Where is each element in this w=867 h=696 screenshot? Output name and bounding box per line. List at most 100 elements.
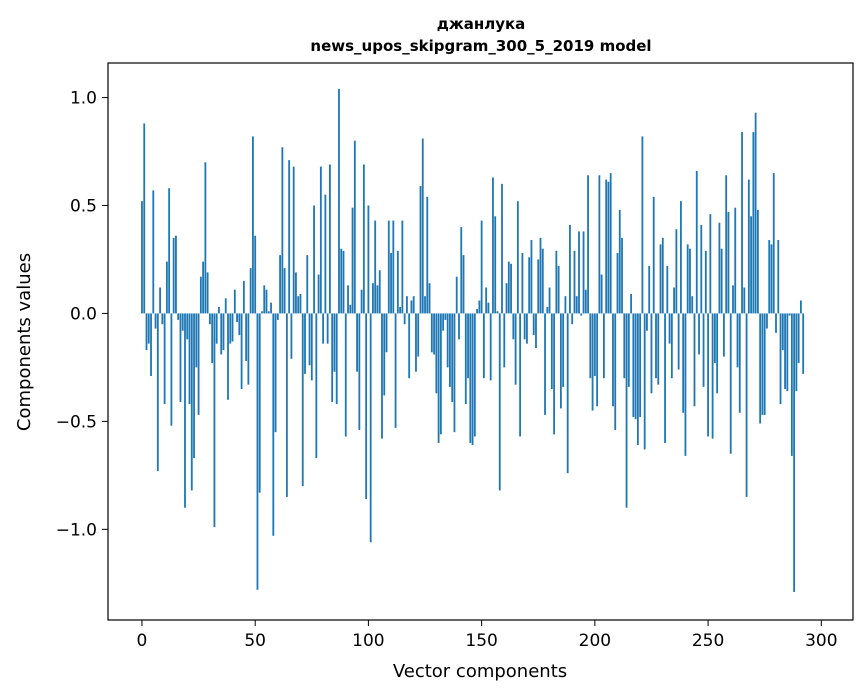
bar-129 — [433, 313, 435, 355]
bar-225 — [650, 313, 653, 394]
bars-group — [141, 88, 805, 592]
bar-199 — [591, 313, 594, 411]
bar-159 — [501, 183, 503, 314]
bar-275 — [763, 313, 766, 415]
bar-87 — [338, 88, 340, 314]
bar-233 — [668, 313, 671, 344]
bar-89 — [342, 250, 345, 314]
bar-161 — [505, 283, 508, 314]
bar-289 — [795, 313, 798, 392]
bar-8 — [159, 287, 161, 314]
bar-50 — [254, 235, 257, 314]
bar-104 — [376, 285, 379, 314]
bar-114 — [399, 306, 402, 314]
bar-251 — [709, 214, 712, 314]
bar-33 — [215, 313, 218, 344]
bar-147 — [473, 313, 476, 437]
bar-34 — [218, 306, 220, 314]
bar-232 — [666, 265, 669, 314]
bar-235 — [673, 287, 676, 314]
y-axis-ticks: −1.0 −0.5 0.0 0.5 1.0 — [56, 89, 108, 540]
bar-151 — [482, 313, 485, 379]
bar-38 — [227, 313, 229, 400]
y-tick-label-1: −0.5 — [56, 412, 97, 432]
bar-73 — [306, 255, 309, 314]
bar-286 — [788, 313, 791, 316]
bar-102 — [372, 283, 374, 314]
bar-201 — [596, 313, 599, 407]
bar-90 — [344, 313, 347, 437]
bar-36 — [222, 313, 225, 351]
bar-174 — [535, 313, 537, 348]
bar-31 — [211, 313, 214, 364]
bar-185 — [559, 313, 562, 409]
bar-148 — [476, 309, 479, 314]
bar-180 — [548, 287, 551, 314]
bar-193 — [578, 231, 580, 314]
bar-109 — [387, 220, 390, 314]
bar-52 — [258, 313, 261, 493]
bar-76 — [313, 205, 315, 314]
bar-283 — [781, 313, 784, 351]
bar-133 — [442, 313, 445, 331]
bar-211 — [618, 209, 621, 314]
bar-143 — [464, 313, 467, 405]
bar-82 — [326, 313, 329, 344]
bar-195 — [582, 231, 585, 314]
bar-123 — [419, 186, 422, 314]
bar-223 — [646, 313, 648, 331]
bar-43 — [238, 313, 241, 336]
bar-250 — [707, 313, 709, 437]
bar-41 — [233, 289, 236, 314]
bar-57 — [270, 302, 272, 314]
bar-175 — [537, 259, 540, 314]
bar-15 — [175, 235, 177, 314]
bar-86 — [335, 313, 338, 405]
bar-255 — [718, 222, 721, 314]
bar-29 — [206, 272, 209, 314]
bar-271 — [754, 112, 757, 314]
bar-158 — [498, 313, 501, 491]
bar-98 — [362, 164, 365, 314]
bar-121 — [415, 313, 417, 372]
bar-217 — [632, 313, 635, 418]
bar-56 — [267, 311, 270, 314]
bar-165 — [514, 313, 517, 385]
bar-111 — [392, 220, 395, 314]
y-tick-label-0: −1.0 — [56, 520, 97, 540]
bar-84 — [331, 313, 334, 402]
bar-11 — [165, 261, 168, 314]
bar-25 — [197, 313, 200, 415]
chart-title: джанлука — [437, 15, 526, 33]
bar-176 — [539, 237, 542, 314]
bar-107 — [383, 313, 386, 396]
bar-78 — [317, 274, 320, 314]
bar-1 — [143, 123, 146, 314]
bar-262 — [734, 207, 737, 314]
bar-292 — [802, 313, 805, 374]
bar-117 — [406, 296, 408, 314]
bar-280 — [775, 313, 777, 333]
bar-188 — [566, 313, 569, 474]
bar-70 — [299, 294, 302, 314]
bar-274 — [761, 313, 764, 415]
bar-14 — [172, 237, 175, 314]
bar-49 — [252, 136, 254, 314]
bar-94 — [353, 140, 356, 314]
bar-141 — [460, 227, 463, 314]
bar-209 — [614, 313, 617, 431]
y-tick-label-3: 0.5 — [70, 196, 97, 216]
bar-258 — [725, 175, 728, 314]
bar-184 — [557, 265, 560, 314]
bar-85 — [333, 313, 336, 372]
x-axis-label: Vector components — [393, 661, 567, 682]
bar-290 — [797, 313, 800, 364]
bar-178 — [544, 313, 546, 415]
bar-20 — [186, 313, 189, 340]
plot-frame — [107, 62, 854, 621]
bar-244 — [693, 313, 696, 407]
bar-177 — [541, 248, 544, 314]
bar-120 — [412, 296, 415, 314]
bar-100 — [367, 205, 370, 314]
bar-96 — [358, 313, 361, 431]
